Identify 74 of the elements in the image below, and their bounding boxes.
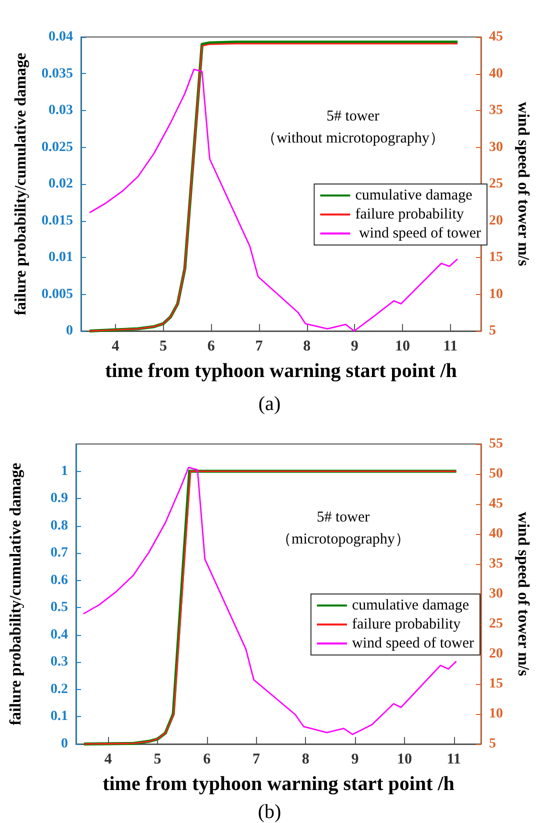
x-tick-label: 5 (154, 752, 162, 768)
y2-tick-label: 55 (489, 436, 503, 452)
y2-tick-label: 20 (489, 646, 503, 662)
y-tick-label: 0.04 (48, 30, 73, 44)
x-axis-title: time from typhoon warning start point /h (105, 360, 457, 382)
x-tick-label: 6 (203, 752, 212, 768)
y2-tick-label: 5 (489, 736, 496, 752)
y-tick-label: 0.025 (42, 140, 73, 155)
y2-tick-label: 25 (489, 616, 503, 632)
annotation: 5# tower (316, 510, 370, 526)
legend-label: failure probability (352, 616, 462, 632)
annotation: 5# tower (326, 108, 380, 124)
legend-label: wind speed of tower (355, 226, 482, 242)
x-tick-label: 8 (303, 338, 311, 354)
y-tick-label: 0.015 (42, 213, 73, 228)
y-tick-label: 0.9 (50, 491, 68, 506)
legend-label: cumulative damage (352, 598, 470, 614)
y2-tick-label: 15 (489, 250, 503, 265)
x-tick-label: 7 (252, 752, 261, 768)
y2-tick-label: 10 (489, 706, 503, 722)
y-axis-title: failure probability/cumulative damage (12, 52, 30, 316)
x-tick-label: 5 (160, 338, 168, 354)
y2-tick-label: 10 (489, 286, 503, 302)
x-tick-label: 8 (302, 752, 310, 768)
y-tick-label: 0.4 (50, 627, 68, 642)
y-tick-label: 0.2 (50, 682, 68, 697)
y-tick-label: 0.3 (50, 654, 68, 670)
text: (a) (258, 393, 281, 415)
legend-label: failure probability (355, 206, 464, 222)
y-tick-label: 0.6 (50, 572, 68, 588)
y2-tick-label: 35 (489, 556, 503, 572)
annotation: （without microtopography） (261, 130, 444, 146)
x-tick-label: 10 (395, 338, 410, 354)
y-tick-label: 0.8 (50, 518, 68, 534)
y2-tick-label: 15 (489, 676, 503, 692)
y-tick-label: 0 (61, 736, 68, 752)
y2-axis-title: wind speed of tower m/s (514, 102, 532, 266)
x-axis-title: time from typhoon warning start point /h (102, 773, 454, 795)
y2-tick-label: 50 (489, 466, 503, 482)
y-tick-label: 1 (61, 464, 68, 479)
y-tick-label: 0.02 (48, 176, 73, 192)
y2-tick-label: 45 (489, 30, 503, 44)
y-tick-label: 0.7 (50, 546, 68, 561)
y2-tick-label: 40 (489, 526, 503, 542)
y-axis-title: failure probability/cumulative damage (8, 462, 24, 726)
y-tick-label: 0.035 (42, 66, 73, 82)
annotation: （microtopography） (276, 532, 410, 548)
y-tick-label: 0 (66, 324, 73, 338)
y2-tick-label: 25 (489, 176, 503, 192)
text: (b) (258, 801, 282, 823)
x-tick-label: 9 (351, 752, 359, 768)
x-tick-label: 9 (350, 338, 358, 354)
x-tick-label: 7 (255, 338, 264, 354)
y-tick-label: 0.5 (50, 600, 68, 616)
y2-tick-label: 45 (489, 496, 503, 512)
y2-tick-label: 40 (489, 66, 503, 82)
y2-tick-label: 20 (489, 213, 503, 228)
y-tick-label: 0.1 (50, 709, 68, 724)
y2-tick-label: 5 (489, 324, 496, 338)
x-tick-label: 6 (207, 338, 216, 354)
y-tick-label: 0.03 (48, 103, 73, 118)
x-tick-label: 10 (396, 752, 412, 768)
x-tick-label: 4 (112, 338, 120, 354)
y2-tick-label: 30 (489, 140, 503, 155)
legend-label: wind speed of tower (352, 636, 474, 652)
y2-tick-label: 35 (489, 103, 503, 118)
y-tick-label: 0.01 (48, 250, 73, 265)
x-tick-label: 11 (443, 338, 458, 354)
y2-axis-title: wind speed of tower m/s (514, 512, 532, 676)
legend-label: cumulative damage (355, 188, 473, 204)
x-tick-label: 4 (104, 752, 112, 768)
x-tick-label: 11 (446, 752, 461, 768)
y2-tick-label: 30 (489, 586, 503, 602)
y-tick-label: 0.005 (42, 286, 73, 302)
